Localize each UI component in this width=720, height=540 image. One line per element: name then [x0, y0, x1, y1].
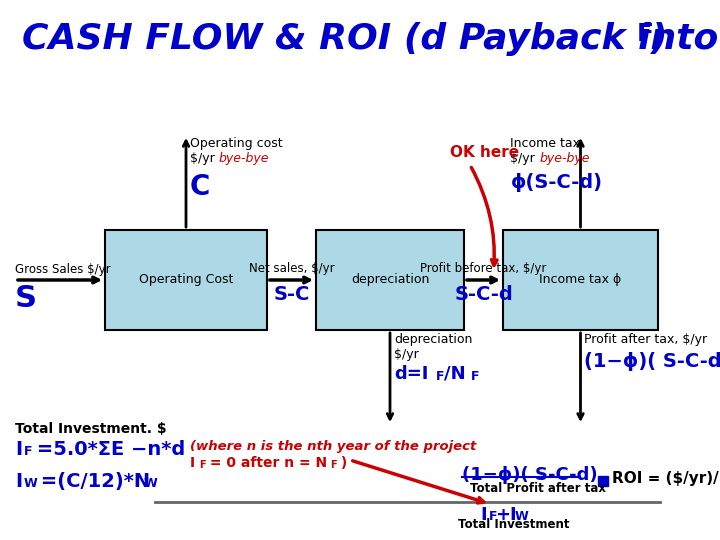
Text: ): ): [651, 22, 667, 56]
Text: CASH FLOW & ROI (d Payback into I: CASH FLOW & ROI (d Payback into I: [22, 22, 720, 56]
Text: depreciation: depreciation: [351, 273, 429, 287]
Text: ROI = (\$/yr)/\$: ROI = (\$/yr)/\$: [612, 470, 720, 485]
Text: +I: +I: [495, 506, 517, 524]
Text: Net sales, \$/yr: Net sales, \$/yr: [248, 262, 334, 275]
Text: F: F: [637, 22, 654, 46]
Text: =5.0*ΣE −n*d: =5.0*ΣE −n*d: [30, 440, 185, 459]
Text: Operating Cost: Operating Cost: [139, 273, 233, 287]
Text: W: W: [24, 477, 37, 490]
Text: I: I: [15, 472, 22, 491]
Text: W: W: [515, 510, 528, 523]
FancyBboxPatch shape: [503, 230, 658, 330]
Text: ): ): [336, 456, 347, 470]
Text: I: I: [190, 456, 195, 470]
Text: I: I: [15, 440, 22, 459]
Text: /N: /N: [444, 365, 466, 383]
Text: d=I: d=I: [394, 365, 428, 383]
Bar: [598, 476, 608, 486]
Text: Total Investment. $: Total Investment. $: [15, 422, 166, 436]
Text: F: F: [489, 510, 498, 523]
Text: Gross Sales \$/yr: Gross Sales \$/yr: [15, 263, 111, 276]
Text: \$/yr: \$/yr: [394, 348, 419, 361]
Text: S-C-d: S-C-d: [454, 285, 513, 304]
Text: ϕ(S-C-d): ϕ(S-C-d): [510, 173, 603, 192]
Text: Income tax: Income tax: [510, 137, 580, 150]
Text: Profit before tax, \$/yr: Profit before tax, \$/yr: [420, 262, 546, 275]
Text: (1−ϕ)( S-C-d): (1−ϕ)( S-C-d): [583, 352, 720, 371]
Text: F: F: [330, 460, 337, 470]
FancyBboxPatch shape: [105, 230, 267, 330]
Text: W: W: [144, 477, 158, 490]
Text: S: S: [15, 284, 37, 313]
Text: = 0 after n = N: = 0 after n = N: [205, 456, 327, 470]
Text: bye-bye: bye-bye: [219, 152, 269, 165]
Text: Total Investment: Total Investment: [458, 518, 570, 531]
FancyBboxPatch shape: [316, 230, 464, 330]
Text: Total Profit after tax: Total Profit after tax: [470, 482, 606, 495]
Text: OK here: OK here: [450, 145, 519, 160]
Text: F: F: [471, 370, 480, 383]
Text: depreciation: depreciation: [394, 333, 472, 346]
Text: =(C/12)*N: =(C/12)*N: [34, 472, 150, 491]
Text: F: F: [24, 445, 32, 458]
Text: I: I: [480, 506, 487, 524]
Text: Operating cost: Operating cost: [190, 137, 283, 150]
Text: Income tax ϕ: Income tax ϕ: [539, 273, 621, 287]
Text: Profit after tax, \$/yr: Profit after tax, \$/yr: [583, 333, 706, 346]
Text: (where n is the nth year of the project: (where n is the nth year of the project: [190, 440, 477, 453]
Text: F: F: [436, 370, 444, 383]
Text: S-C: S-C: [274, 285, 310, 304]
Text: \$/yr: \$/yr: [190, 152, 219, 165]
Text: F: F: [199, 460, 206, 470]
Text: (1−ϕ)( S-C-d): (1−ϕ)( S-C-d): [462, 466, 598, 484]
Text: C: C: [190, 173, 210, 201]
Text: bye-bye: bye-bye: [539, 152, 590, 165]
Text: \$/yr: \$/yr: [510, 152, 539, 165]
